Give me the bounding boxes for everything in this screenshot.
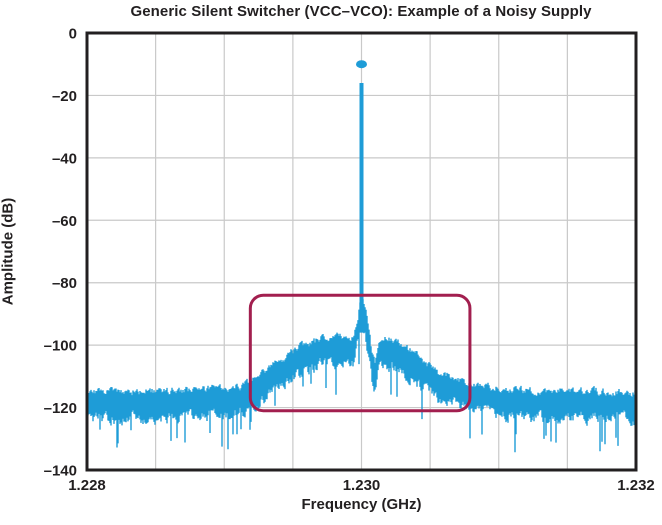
x-tick-label: 1.230 (343, 477, 381, 494)
highlight-box (248, 293, 472, 413)
y-tick-labels: 0 –20 –40 –60 –80 –100 –120 –140 (44, 26, 77, 480)
y-tick-label: –40 (52, 150, 77, 167)
peak-marker-dot (356, 60, 367, 69)
x-tick-label: 1.228 (68, 477, 106, 494)
y-tick-label: –140 (44, 463, 77, 480)
x-tick-labels: 1.228 1.230 1.232 (68, 477, 655, 494)
chart-title: Generic Silent Switcher (VCC–VCO): Examp… (130, 3, 592, 20)
y-tick-label: –80 (52, 275, 77, 292)
y-tick-label: 0 (69, 26, 77, 43)
y-tick-label: –120 (44, 400, 77, 417)
annotation-box (248, 293, 472, 413)
y-tick-label: –60 (52, 213, 77, 230)
y-tick-label: –100 (44, 338, 77, 355)
x-tick-label: 1.232 (617, 477, 655, 494)
plot-frame (85, 31, 638, 472)
y-axis-title: Amplitude (dB) (0, 197, 17, 306)
y-tick-label: –20 (52, 88, 77, 105)
carrier-spike (356, 60, 367, 333)
x-axis-title: Frequency (GHz) (301, 496, 422, 513)
